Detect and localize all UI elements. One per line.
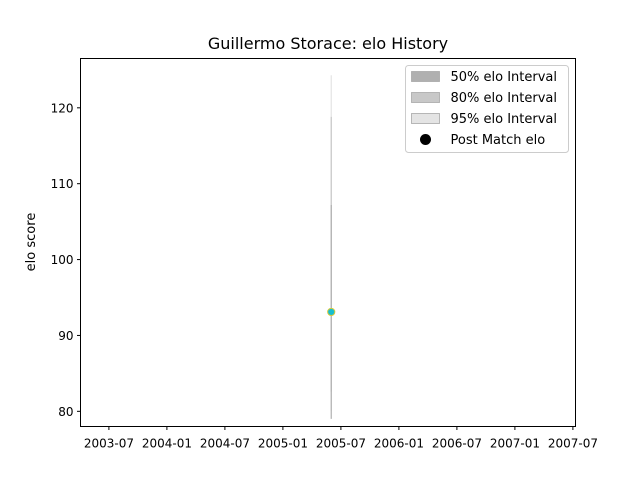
y-tick-label: 100 xyxy=(51,253,74,267)
x-tick-label: 2007-07 xyxy=(548,437,598,451)
legend-swatch xyxy=(411,71,440,82)
post-match-elo-point xyxy=(327,307,336,317)
y-tick-label: 120 xyxy=(51,101,74,115)
x-tick-label: 2004-01 xyxy=(142,437,192,451)
legend-label: 50% elo Interval xyxy=(451,70,558,85)
legend-swatch xyxy=(411,113,440,124)
legend-swatch xyxy=(411,92,440,103)
x-tick-label: 2005-01 xyxy=(258,437,308,451)
x-tick-label: 2004-07 xyxy=(200,437,250,451)
x-tick-label: 2003-07 xyxy=(84,437,134,451)
x-tick-label: 2005-07 xyxy=(316,437,366,451)
legend: 50% elo Interval 80% elo Interval 95% elo … xyxy=(405,65,569,153)
y-tick-label: 80 xyxy=(58,405,73,419)
x-axis: 2003-07 2004-01 2004-07 2005-01 2005-07 2006-… xyxy=(84,426,598,451)
legend-label: 95% elo Interval xyxy=(451,112,558,127)
legend-label: Post Match elo xyxy=(451,133,546,148)
x-tick-label: 2006-01 xyxy=(374,437,424,451)
chart-title: Guillermo Storace: elo History xyxy=(208,34,448,53)
y-axis: 80 90 100 110 120 xyxy=(51,101,81,419)
y-tick-label: 90 xyxy=(58,329,73,343)
x-tick-label: 2007-01 xyxy=(490,437,540,451)
legend-box xyxy=(405,65,569,153)
x-tick-label: 2006-07 xyxy=(432,437,482,451)
legend-marker xyxy=(420,134,431,145)
y-tick-label: 110 xyxy=(51,177,74,191)
axes-frame xyxy=(80,58,576,427)
plot-area xyxy=(327,75,336,419)
legend-label: 80% elo Interval xyxy=(451,91,558,106)
y-axis-label: elo score xyxy=(24,213,39,272)
